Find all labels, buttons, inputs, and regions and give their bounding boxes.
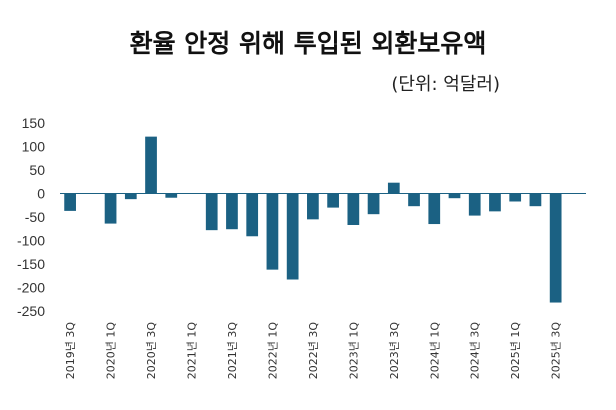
x-tick-label: 2021년 1Q xyxy=(186,322,199,380)
x-axis: 2019년 3Q 2020년 1Q 2020년 3Q 2021년 1Q 2021년 3Q… xyxy=(64,322,563,380)
y-tick-label: -100 xyxy=(17,233,45,249)
bar xyxy=(428,193,441,225)
bar xyxy=(347,193,360,225)
y-tick-label: -50 xyxy=(25,209,45,225)
bar xyxy=(145,136,157,194)
y-tick-label: 0 xyxy=(37,186,45,202)
x-tick-label: 2023년 3Q xyxy=(388,322,401,380)
bar xyxy=(307,193,319,220)
x-tick-label: 2020년 1Q xyxy=(105,322,118,380)
y-axis: 150 100 50 0 -50 -100 -150 -200 -250 xyxy=(17,115,45,319)
bar xyxy=(286,193,299,280)
x-tick-label: 2025년 1Q xyxy=(509,322,522,380)
bar xyxy=(367,193,380,215)
y-tick-label: -250 xyxy=(17,303,45,319)
x-tick-label: 2022년 3Q xyxy=(307,322,320,380)
bar xyxy=(529,193,542,207)
y-tick-label: 50 xyxy=(29,162,45,178)
bar xyxy=(408,193,420,207)
bar xyxy=(327,193,339,208)
x-tick-label: 2019년 3Q xyxy=(64,322,77,380)
bar xyxy=(104,193,117,224)
bar xyxy=(468,193,481,216)
y-tick-label: 100 xyxy=(22,139,46,155)
chart-title: 환율 안정 위해 투입된 외환보유액 xyxy=(130,29,487,58)
bar xyxy=(509,193,522,202)
x-tick-label: 2023년 1Q xyxy=(347,322,360,380)
bar xyxy=(448,193,461,199)
x-tick-label: 2024년 1Q xyxy=(428,322,441,380)
bar xyxy=(266,193,279,270)
bar xyxy=(64,193,76,211)
x-tick-label: 2024년 3Q xyxy=(469,322,482,380)
bar xyxy=(489,193,501,212)
y-tick-label: -150 xyxy=(17,256,45,272)
unit-label: (단위: 억달러) xyxy=(391,74,500,95)
bar xyxy=(246,193,259,237)
bar xyxy=(226,193,238,230)
x-tick-label: 2020년 3Q xyxy=(145,322,158,380)
bar xyxy=(124,193,137,200)
bars xyxy=(64,136,562,303)
y-tick-label: 150 xyxy=(22,115,46,131)
y-tick-label: -200 xyxy=(17,280,45,296)
x-tick-label: 2025년 3Q xyxy=(550,322,563,380)
bar xyxy=(205,193,218,231)
bar xyxy=(165,193,178,198)
bar xyxy=(387,182,400,194)
bar xyxy=(549,193,562,303)
x-tick-label: 2022년 1Q xyxy=(266,322,279,380)
x-tick-label: 2021년 3Q xyxy=(226,322,239,380)
